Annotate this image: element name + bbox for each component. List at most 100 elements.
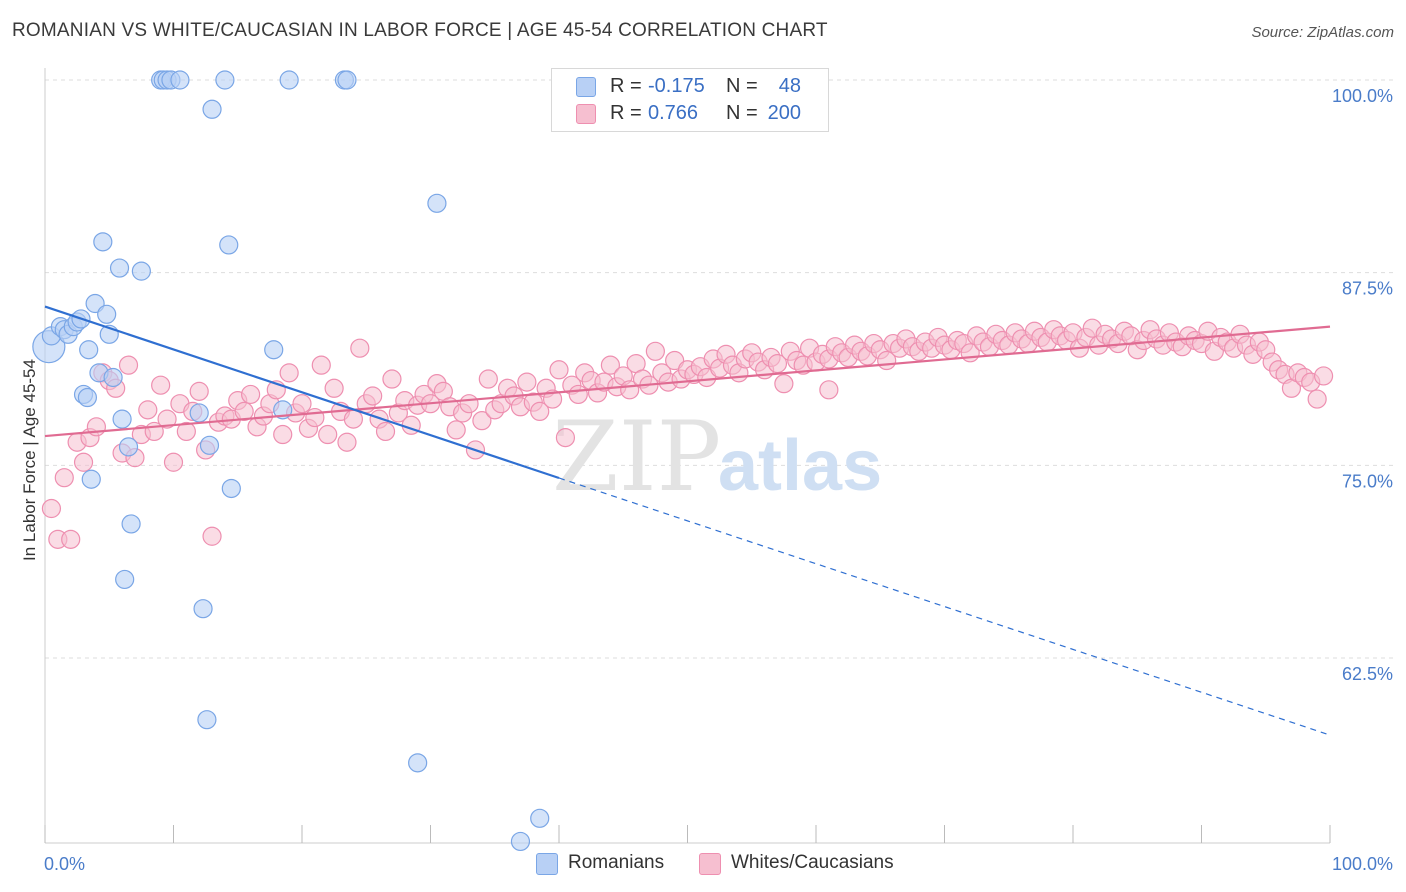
data-point-whites (478, 369, 498, 389)
data-point-whites (350, 338, 370, 358)
y-axis-title: In Labor Force | Age 45-54 (20, 359, 39, 561)
data-point-whites (279, 363, 299, 383)
data-point-whites (517, 372, 537, 392)
romanians-points (32, 70, 820, 852)
data-point-whites (343, 409, 363, 429)
data-point-romanians (221, 478, 241, 499)
data-point-whites (202, 526, 222, 546)
data-point-romanians (264, 340, 284, 360)
trend-line-romanians-extension (558, 477, 1331, 736)
data-point-whites (157, 409, 177, 429)
data-point-romanians (197, 710, 217, 730)
data-point-romanians (97, 304, 117, 324)
data-point-whites (819, 380, 839, 400)
data-point-whites (697, 367, 717, 388)
data-point-whites (318, 424, 338, 445)
data-point-whites (542, 389, 563, 409)
data-point-whites (138, 400, 158, 420)
y-tick-label: 87.5% (1342, 279, 1393, 299)
data-point-romanians (219, 235, 239, 255)
data-point-whites (324, 378, 344, 398)
data-point-romanians (337, 70, 357, 90)
watermark-zip: ZIP (552, 401, 721, 513)
data-point-romanians (118, 437, 139, 457)
data-point-whites (61, 529, 81, 549)
data-point-whites (176, 421, 196, 442)
data-point-romanians (279, 70, 299, 90)
data-point-romanians (199, 435, 220, 455)
x-tick-label: 0.0% (44, 854, 85, 874)
axis-labels: 100.0% 87.5% 75.0% 62.5% 0.0% 100.0% In Labor … (20, 86, 1393, 874)
data-point-whites (530, 401, 550, 422)
correlation-legend: R = -0.175 N = 48 R = 0.766 N = 200 (551, 68, 829, 132)
data-point-romanians (103, 367, 123, 388)
data-point-romanians (408, 753, 428, 773)
data-point-whites (292, 394, 312, 414)
data-point-whites (311, 355, 331, 375)
data-point-whites (241, 384, 261, 405)
trend-line-whites (44, 325, 1331, 438)
data-point-whites (151, 375, 171, 395)
blue-swatch (536, 853, 558, 875)
data-point-whites (472, 411, 492, 431)
data-point-whites (459, 394, 479, 414)
data-point-whites (163, 452, 184, 472)
axis-layer (44, 68, 1331, 844)
data-point-whites (665, 350, 685, 371)
r-value: -0.175 (648, 75, 705, 97)
data-point-romanians (427, 193, 447, 213)
data-point-romanians (530, 808, 550, 828)
data-point-whites (305, 407, 325, 428)
data-point-romanians (109, 258, 130, 278)
n-value: 48 (778, 75, 801, 97)
legend-label: Romanians (568, 852, 665, 873)
data-point-romanians (121, 514, 141, 534)
trend-line-romanians (44, 305, 560, 480)
watermark: ZIP atlas (552, 401, 882, 513)
data-point-romanians (193, 599, 213, 619)
data-point-whites (234, 401, 254, 422)
data-point-whites (1313, 366, 1334, 386)
data-point-whites (774, 374, 794, 394)
data-point-whites (375, 421, 396, 442)
chart-title: ROMANIAN VS WHITE/CAUCASIAN IN LABOR FOR… (12, 20, 828, 41)
data-point-whites (549, 360, 569, 380)
y-tick-label: 100.0% (1332, 86, 1393, 106)
data-point-whites (382, 369, 402, 389)
r-label: R = (610, 75, 642, 97)
x-tick-label: 100.0% (1332, 854, 1393, 874)
data-point-whites (645, 341, 665, 361)
pink-swatch (576, 104, 596, 124)
data-point-whites (568, 384, 588, 405)
data-point-romanians (131, 261, 151, 281)
data-point-whites (1307, 389, 1327, 409)
n-label: N = (726, 102, 758, 124)
legend-label: Whites/Caucasians (731, 852, 894, 873)
n-label: N = (726, 75, 758, 97)
data-point-whites (118, 355, 139, 375)
data-point-whites (600, 355, 621, 375)
blue-swatch (576, 77, 596, 97)
y-tick-label: 75.0% (1342, 471, 1393, 491)
r-label: R = (610, 102, 642, 124)
y-tick-label: 62.5% (1342, 664, 1393, 684)
data-point-romanians (112, 409, 132, 429)
data-point-whites (54, 468, 74, 488)
data-point-romanians (79, 340, 99, 360)
data-point-whites (41, 498, 62, 519)
data-point-romanians (115, 569, 135, 590)
r-value: 0.766 (648, 102, 699, 124)
data-point-romanians (170, 70, 190, 90)
data-point-whites (273, 424, 293, 445)
trend-lines (44, 305, 1331, 736)
data-point-whites (189, 381, 209, 401)
data-point-romanians (93, 232, 113, 252)
data-point-whites (73, 452, 94, 472)
data-point-romanians (510, 831, 531, 852)
data-point-romanians (77, 387, 98, 408)
data-point-romanians (202, 99, 222, 119)
data-point-whites (337, 432, 357, 452)
data-point-romanians (215, 70, 235, 90)
n-value: 200 (767, 102, 801, 124)
